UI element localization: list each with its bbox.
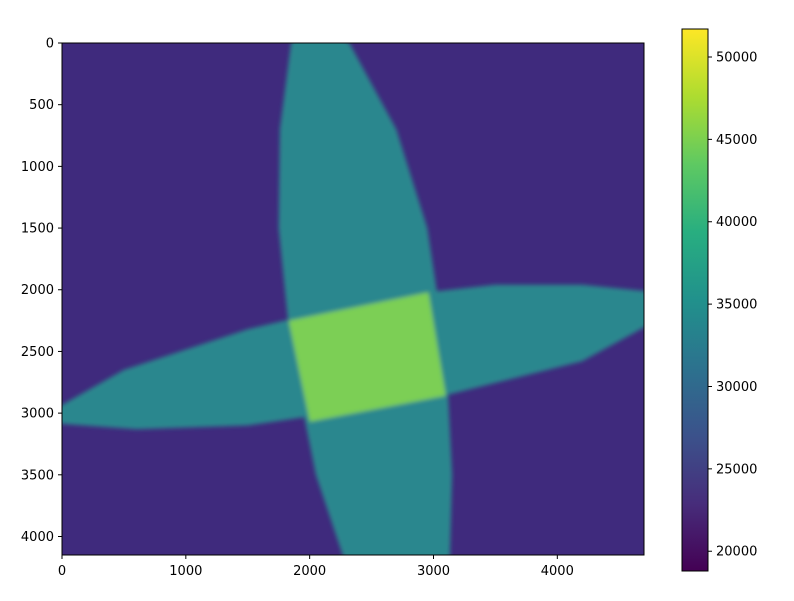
y-tick-label: 0: [46, 37, 54, 52]
x-tick-label: 2000: [293, 564, 326, 579]
heatmap-image: [50, 31, 657, 568]
y-axis: 0 500 1000 1500 2000 2500 3000 3500 4000: [21, 37, 62, 545]
colorbar-tick-label: 50000: [716, 51, 757, 66]
colorbar-tick-label: 35000: [716, 298, 757, 313]
colorbar-tick-label: 30000: [716, 380, 757, 395]
x-tick-label: 4000: [541, 564, 574, 579]
x-tick-label: 0: [58, 564, 66, 579]
colorbar-tick-label: 45000: [716, 133, 757, 148]
y-tick-label: 3000: [21, 407, 54, 422]
colorbar-tick-label: 20000: [716, 545, 757, 560]
y-tick-label: 2000: [21, 283, 54, 298]
colorbar-gradient: [682, 29, 708, 571]
y-tick-label: 500: [29, 98, 54, 113]
y-tick-label: 4000: [21, 530, 54, 545]
y-tick-label: 1000: [21, 160, 54, 175]
x-tick-label: 3000: [417, 564, 450, 579]
x-tick-label: 1000: [169, 564, 202, 579]
x-axis: 0 1000 2000 3000 4000: [58, 555, 574, 579]
y-tick-label: 2500: [21, 345, 54, 360]
colorbar-tick-label: 40000: [716, 215, 757, 230]
y-tick-label: 1500: [21, 222, 54, 237]
y-tick-label: 3500: [21, 468, 54, 483]
colorbar-tick-label: 25000: [716, 462, 757, 477]
colorbar-axis: 20000 25000 30000 35000 40000 45000 50000: [708, 51, 757, 560]
